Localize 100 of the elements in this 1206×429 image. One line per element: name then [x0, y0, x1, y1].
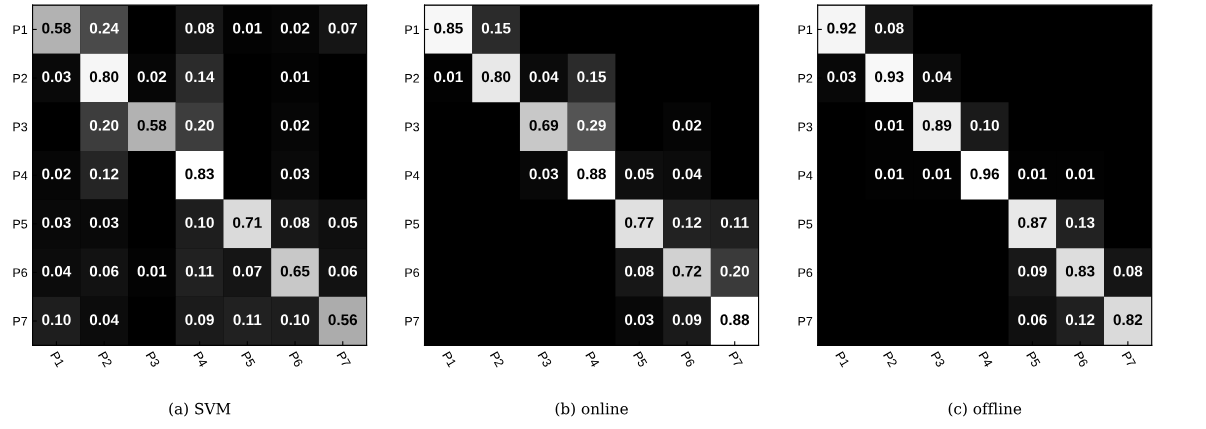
data-label: 0.89 — [922, 119, 952, 131]
x-tick-label: P3 — [537, 351, 553, 368]
data-label: 0.12 — [672, 217, 702, 228]
y-tick-label: P1 — [13, 25, 28, 34]
x-tick-label: P2 — [489, 351, 505, 368]
y-tick-label: P3 — [13, 122, 28, 132]
y-tick-label: P6 — [798, 268, 813, 278]
data-label: 0.09 — [185, 314, 214, 326]
x-tick-label: P5 — [241, 351, 256, 368]
data-label: 0.07 — [328, 22, 357, 34]
data-label: 0.01 — [1018, 168, 1047, 180]
data-label: 0.10 — [970, 119, 999, 131]
data-label: 0.08 — [874, 22, 904, 34]
data-label: 0.07 — [233, 265, 262, 277]
data-label: 0.03 — [280, 168, 310, 180]
data-label: 0.10 — [42, 314, 71, 326]
y-tick-label: P7 — [405, 316, 420, 326]
data-label: 0.11 — [185, 265, 214, 277]
data-label: 0.05 — [625, 168, 654, 180]
y-tick-label: P6 — [13, 268, 28, 278]
x-tick-label: P1 — [442, 351, 457, 368]
data-label: 0.80 — [89, 71, 119, 83]
y-tick-label: P2 — [13, 73, 28, 83]
data-label: 0.02 — [672, 119, 702, 131]
y-tick-label: P2 — [798, 73, 813, 83]
y-tick-label: P4 — [405, 171, 420, 180]
x-tick-label: P4 — [585, 351, 600, 368]
data-label: 0.01 — [233, 22, 262, 34]
data-label: 0.04 — [89, 314, 119, 326]
data-label: 0.08 — [1113, 265, 1143, 277]
data-label: 0.03 — [827, 71, 856, 83]
data-label: 0.06 — [89, 265, 119, 277]
x-tick-label: P5 — [633, 351, 648, 368]
data-label: 0.69 — [529, 119, 559, 131]
data-label: 0.83 — [1065, 265, 1095, 277]
data-label: 0.04 — [529, 71, 559, 83]
x-tick-label: P2 — [98, 351, 113, 368]
x-tick-label: P7 — [336, 351, 351, 368]
data-label: 0.02 — [42, 168, 71, 180]
data-label: 0.02 — [280, 119, 310, 131]
data-label: 0.88 — [577, 168, 606, 180]
y-tick-label: P4 — [13, 171, 28, 180]
x-tick-label: P4 — [193, 351, 208, 368]
x-tick-label: P6 — [680, 351, 696, 368]
data-label: 0.12 — [89, 168, 119, 180]
data-label: 0.08 — [280, 217, 310, 228]
data-label: 0.13 — [1065, 217, 1095, 228]
y-tick-label: P5 — [798, 219, 813, 229]
data-label: 0.09 — [672, 314, 702, 326]
data-label: 0.93 — [874, 71, 904, 83]
data-label: 0.03 — [89, 217, 119, 228]
data-label: 0.14 — [185, 71, 215, 83]
y-tick-label: P3 — [405, 122, 420, 132]
x-tick-label: P3 — [930, 351, 946, 368]
data-label: 0.77 — [625, 217, 654, 228]
y-tick-label: P2 — [405, 73, 420, 83]
data-label: 0.09 — [1018, 265, 1047, 277]
data-label: 0.15 — [481, 22, 511, 34]
data-label: 0.08 — [625, 265, 654, 277]
data-label: 0.92 — [827, 22, 856, 34]
data-label: 0.05 — [328, 217, 358, 228]
y-tick-label: P7 — [13, 316, 28, 326]
y-tick-label: P4 — [798, 171, 813, 180]
data-label: 0.58 — [137, 119, 167, 131]
y-tick-label: P1 — [405, 25, 420, 34]
text: (c) offline — [948, 402, 1022, 417]
data-label: 0.01 — [137, 265, 167, 277]
data-label: 0.88 — [720, 314, 750, 326]
data-label: 0.20 — [185, 119, 214, 131]
data-label: 0.02 — [280, 22, 310, 34]
data-label: 0.72 — [672, 265, 702, 277]
data-label: 0.02 — [137, 71, 167, 83]
data-label: 0.87 — [1018, 217, 1047, 228]
data-label: 0.71 — [233, 217, 262, 228]
x-tick-label: P7 — [728, 351, 743, 368]
y-tick-label: P5 — [405, 219, 420, 229]
data-label: 0.56 — [328, 314, 358, 326]
data-label: 0.80 — [481, 71, 511, 83]
data-label: 0.04 — [922, 71, 952, 83]
data-label: 0.20 — [720, 265, 749, 277]
x-tick-label: P1 — [835, 351, 850, 368]
data-label: 0.01 — [874, 119, 904, 131]
data-label: 0.04 — [42, 265, 72, 277]
data-label: 0.03 — [625, 314, 654, 326]
y-tick-label: P1 — [798, 25, 813, 34]
x-tick-label: P2 — [883, 351, 898, 368]
x-tick-label: P6 — [1073, 351, 1089, 368]
data-label: 0.01 — [1065, 168, 1095, 180]
data-label: 0.15 — [577, 71, 606, 83]
x-tick-label: P5 — [1026, 351, 1041, 368]
data-label: 0.20 — [89, 119, 119, 131]
data-label: 0.04 — [672, 168, 702, 180]
data-label: 0.01 — [874, 168, 904, 180]
y-tick-label: P5 — [13, 219, 28, 229]
x-tick-label: P4 — [978, 351, 993, 368]
data-label: 0.24 — [89, 22, 119, 34]
data-label: 0.82 — [1113, 314, 1143, 326]
y-tick-label: P3 — [798, 122, 813, 132]
data-label: 0.10 — [185, 217, 214, 228]
data-label: 0.65 — [280, 265, 310, 277]
